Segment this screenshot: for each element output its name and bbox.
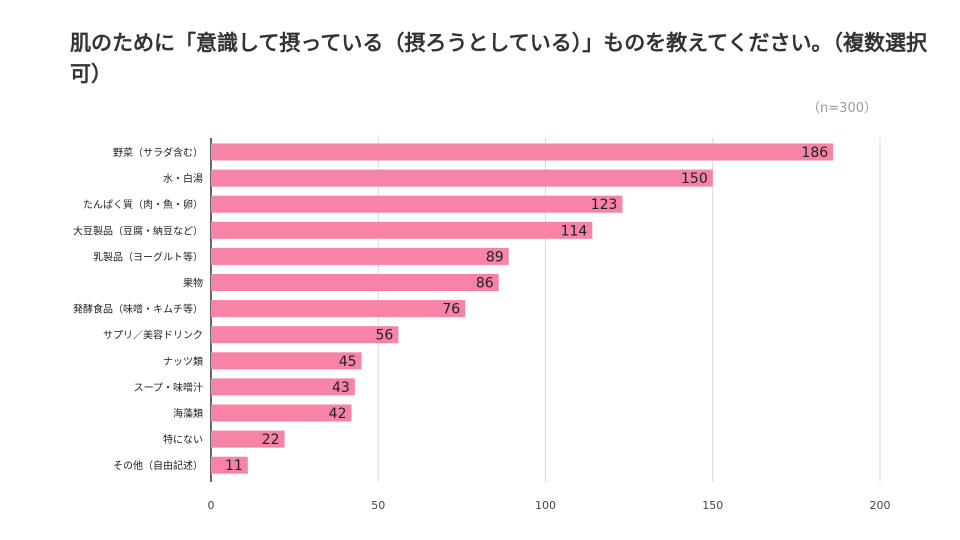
bar <box>211 221 593 239</box>
bar <box>211 352 362 370</box>
bars <box>211 143 834 474</box>
x-tick-label: 200 <box>870 499 891 512</box>
bar <box>211 143 834 161</box>
category-label: 発酵食品（味噌・キムチ等） <box>73 303 203 316</box>
category-label: 水・白湯 <box>163 172 203 185</box>
bar <box>211 378 355 396</box>
x-axis-ticks: 0 50 100 150 200 <box>208 499 891 512</box>
x-tick-label: 150 <box>702 499 723 512</box>
x-tick-label: 0 <box>208 499 215 512</box>
category-label: その他（自由記述） <box>113 459 203 472</box>
bar <box>211 326 399 344</box>
category-label: 果物 <box>183 277 203 290</box>
grid-lines <box>210 138 881 482</box>
value-label: 186 <box>801 145 828 161</box>
x-tick-label: 50 <box>371 499 385 512</box>
value-label: 45 <box>339 354 357 370</box>
category-label: 野菜（サラダ含む） <box>113 146 203 159</box>
bar <box>211 274 499 291</box>
category-label: サプリ／美容ドリンク <box>103 329 203 342</box>
value-label: 22 <box>262 432 280 448</box>
category-label: スープ・味噌汁 <box>134 381 203 394</box>
category-label: 特にない <box>163 434 203 446</box>
category-label: 乳製品（ヨーグルト等） <box>93 250 203 263</box>
bar <box>211 195 623 213</box>
category-label: 大豆製品（豆腐・納豆など） <box>73 224 203 237</box>
value-label: 43 <box>332 380 350 396</box>
category-label: ナッツ類 <box>163 356 203 368</box>
value-label: 11 <box>225 458 243 474</box>
value-label: 56 <box>375 328 393 344</box>
value-label: 150 <box>681 171 708 187</box>
bar <box>211 430 285 448</box>
bar <box>211 456 248 474</box>
bar <box>211 247 509 265</box>
chart-title: 肌のために「意識して摂っている（摂ろうとしている）」ものを教えてください。（複数… <box>70 31 928 86</box>
value-label: 86 <box>476 276 494 292</box>
category-label: たんぱく質（肉・魚・卵） <box>83 198 203 211</box>
bar <box>211 300 466 318</box>
bar <box>211 404 352 422</box>
bar <box>211 169 713 187</box>
value-label: 42 <box>329 406 347 422</box>
category-label: 海藻類 <box>173 407 203 420</box>
value-label: 123 <box>591 197 618 213</box>
sample-size-note: （n=300） <box>807 101 877 116</box>
value-label: 76 <box>442 302 460 318</box>
x-tick-label: 100 <box>535 499 556 512</box>
value-label: 114 <box>561 223 588 239</box>
value-label: 89 <box>486 249 504 265</box>
